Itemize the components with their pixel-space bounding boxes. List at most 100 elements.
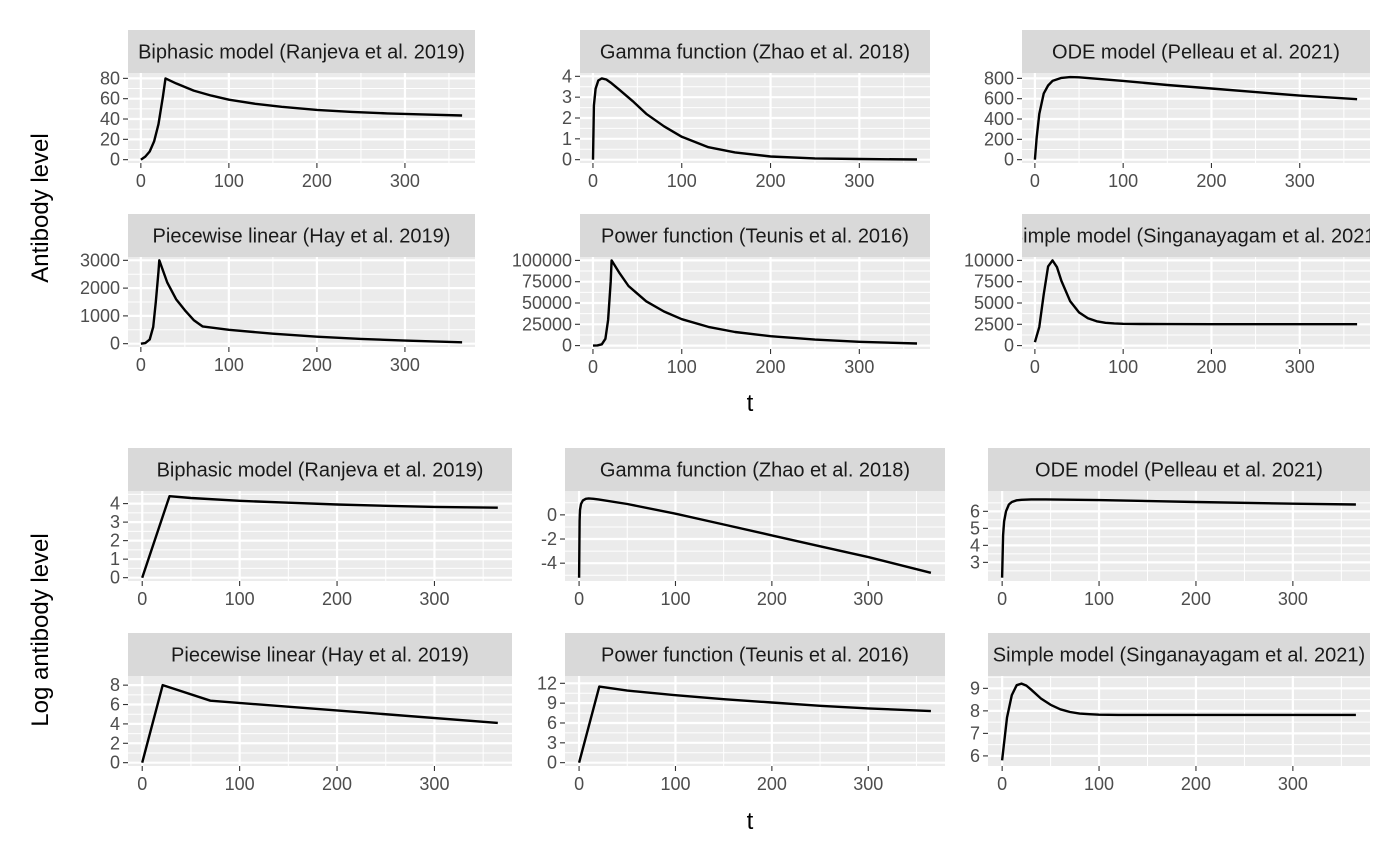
facet-0-3-strip xyxy=(128,214,475,257)
facet-0-5-xtick-label: 100 xyxy=(1108,357,1138,377)
facet-0-3-title: Piecewise linear (Hay et al. 2019) xyxy=(153,226,451,248)
facet-1-1-xtick-label: 200 xyxy=(757,589,787,609)
facet-0-2-ytick-label: 800 xyxy=(984,68,1014,88)
facet-0-3-xtick-label: 300 xyxy=(390,355,420,375)
facet-1-0-xtick-label: 300 xyxy=(419,589,449,609)
facet-1-5: Simple model (Singanayagam et al. 2021) 0… xyxy=(970,633,1370,794)
y-axis-title-top: Antibody level xyxy=(27,133,54,282)
facet-0-1-xtick-label: 0 xyxy=(588,171,598,191)
facet-0-0-ytick-label: 80 xyxy=(100,68,120,88)
facet-1-3-xtick-label: 200 xyxy=(322,774,352,794)
facet-1-0-strip xyxy=(128,448,512,491)
facet-0-0: Biphasic model (Ranjeva et al. 2019) 0 100… xyxy=(100,30,475,191)
facet-0-4-ytick-label: 0 xyxy=(562,336,572,356)
facet-1-4-ytick-label: 3 xyxy=(547,733,557,753)
facet-1-1-title: Gamma function (Zhao et al. 2018) xyxy=(600,460,910,482)
facet-0-4-ytick-label: 25000 xyxy=(522,314,572,334)
facet-1-1-xtick-label: 100 xyxy=(660,589,690,609)
facet-0-3-xtick-label: 200 xyxy=(302,355,332,375)
facet-0-1-series-line xyxy=(591,77,918,161)
facet-0-1-ytick-label: 0 xyxy=(562,150,572,170)
facet-0-2-ytick-label: 600 xyxy=(984,89,1014,109)
facet-1-5-xtick-label: 100 xyxy=(1084,774,1114,794)
facet-0-1-xtick-label: 200 xyxy=(756,171,786,191)
facet-0-5-xtick-label: 200 xyxy=(1196,357,1226,377)
facet-1-1-strip xyxy=(565,448,945,491)
facet-0-3-ytick-label: 1000 xyxy=(80,306,120,326)
facet-0-1-ytick-label: 3 xyxy=(562,87,572,107)
facet-1-2-ytick-label: 4 xyxy=(970,535,980,555)
facet-1-2-title: ODE model (Pelleau et al. 2021) xyxy=(1035,460,1323,482)
facet-0-5-ytick-label: 2500 xyxy=(974,314,1014,334)
facet-1-0-xtick-label: 0 xyxy=(137,589,147,609)
facet-0-3-ytick-label: 0 xyxy=(110,334,120,354)
facet-0-1-ytick-label: 2 xyxy=(562,108,572,128)
facet-0-0-title: Biphasic model (Ranjeva et al. 2019) xyxy=(138,42,465,64)
facet-0-0-ytick-label: 40 xyxy=(100,109,120,129)
facet-0-5-ytick-label: 0 xyxy=(1004,336,1014,356)
facet-1-4-ytick-label: 12 xyxy=(537,673,557,693)
facet-0-5-xtick-label: 300 xyxy=(1285,357,1315,377)
facet-1-2: ODE model (Pelleau et al. 2021) 0 100 200 30… xyxy=(970,448,1370,609)
facet-1-0-ytick-label: 1 xyxy=(110,549,120,569)
facet-0-0-series-line xyxy=(140,77,463,161)
facet-0-5-xtick-label: 0 xyxy=(1030,357,1040,377)
facet-1-3-series-line xyxy=(141,683,498,764)
facet-0-3-ytick-label: 3000 xyxy=(80,250,120,270)
facet-0-4-xtick-label: 300 xyxy=(844,357,874,377)
facet-0-3-xtick-label: 100 xyxy=(214,355,244,375)
facet-1-0-xtick-label: 200 xyxy=(322,589,352,609)
facet-0-0-xtick-label: 200 xyxy=(302,171,332,191)
facet-1-3-ytick-label: 8 xyxy=(110,675,120,695)
facet-0-0-xtick-label: 100 xyxy=(214,171,244,191)
facet-0-1-ytick-label: 4 xyxy=(562,66,572,86)
facet-1-2-xtick-label: 200 xyxy=(1181,589,1211,609)
facet-1-4-xtick-label: 0 xyxy=(574,774,584,794)
facet-1-4-series-line xyxy=(577,685,931,764)
facet-0-1: Gamma function (Zhao et al. 2018) 0 100 200… xyxy=(562,30,930,191)
facet-0-5-ytick-label: 10000 xyxy=(964,250,1014,270)
facet-0-2-series-line xyxy=(1033,75,1358,160)
facet-1-4-xtick-label: 200 xyxy=(757,774,787,794)
facet-1-0-ytick-label: 2 xyxy=(110,531,120,551)
facet-1-3: Piecewise linear (Hay et al. 2019)0 100 20… xyxy=(110,633,512,794)
facet-1-4-xtick-label: 300 xyxy=(853,774,883,794)
facet-1-5-ytick-label: 7 xyxy=(970,723,980,743)
facet-0-0-ytick-label: 60 xyxy=(100,89,120,109)
facet-1-5-panel xyxy=(988,676,1370,766)
facet-0-1-title: Gamma function (Zhao et al. 2018) xyxy=(600,42,910,64)
facet-0-4-xtick-label: 100 xyxy=(667,357,697,377)
facet-1-2-panel xyxy=(988,491,1370,581)
facet-1-4-ytick-label: 0 xyxy=(547,753,557,773)
y-axis-title-bottom: Log antibody level xyxy=(27,533,54,726)
facet-1-4-xtick-label: 100 xyxy=(660,774,690,794)
facet-0-4-series-line xyxy=(592,259,918,347)
facet-1-2-ytick-label: 3 xyxy=(970,552,980,572)
x-axis-title-bottom: t xyxy=(747,808,754,835)
facet-0-5-title: Simple model (Singanayagam et al. 2021) xyxy=(1010,226,1382,248)
facet-0-2-xtick-label: 0 xyxy=(1030,171,1040,191)
facet-0-0-xtick-label: 0 xyxy=(136,171,146,191)
facet-1-2-xtick-label: 0 xyxy=(997,589,1007,609)
facet-1-0-title: Biphasic model (Ranjeva et al. 2019) xyxy=(157,460,484,482)
facet-1-5-ytick-label: 6 xyxy=(970,746,980,766)
facet-1-2-strip xyxy=(988,448,1370,491)
facet-1-5-strip xyxy=(988,633,1370,676)
facet-1-4-ytick-label: 6 xyxy=(547,713,557,733)
facet-1-1-xtick-label: 0 xyxy=(574,589,584,609)
facet-1-1-series-line xyxy=(577,497,932,578)
facet-1-0-ytick-label: 3 xyxy=(110,512,120,532)
facet-1-2-xtick-label: 300 xyxy=(1278,589,1308,609)
facet-0-5-ytick-label: 5000 xyxy=(974,293,1014,313)
facet-0-2-ytick-label: 400 xyxy=(984,109,1014,129)
facet-1-3-title: Piecewise linear (Hay et al. 2019) xyxy=(171,645,469,667)
facet-0-4-strip xyxy=(580,214,930,257)
facet-0-1-xtick-label: 300 xyxy=(844,171,874,191)
facet-0-4-ytick-label: 50000 xyxy=(522,293,572,313)
facet-1-4-ytick-label: 9 xyxy=(547,693,557,713)
facet-1-0-ytick-label: 4 xyxy=(110,494,120,514)
facet-1-0-ytick-label: 0 xyxy=(110,568,120,588)
facet-0-2-strip xyxy=(1022,30,1370,73)
facet-1-3-strip xyxy=(128,633,512,676)
facet-0-3-series-line xyxy=(140,259,463,345)
